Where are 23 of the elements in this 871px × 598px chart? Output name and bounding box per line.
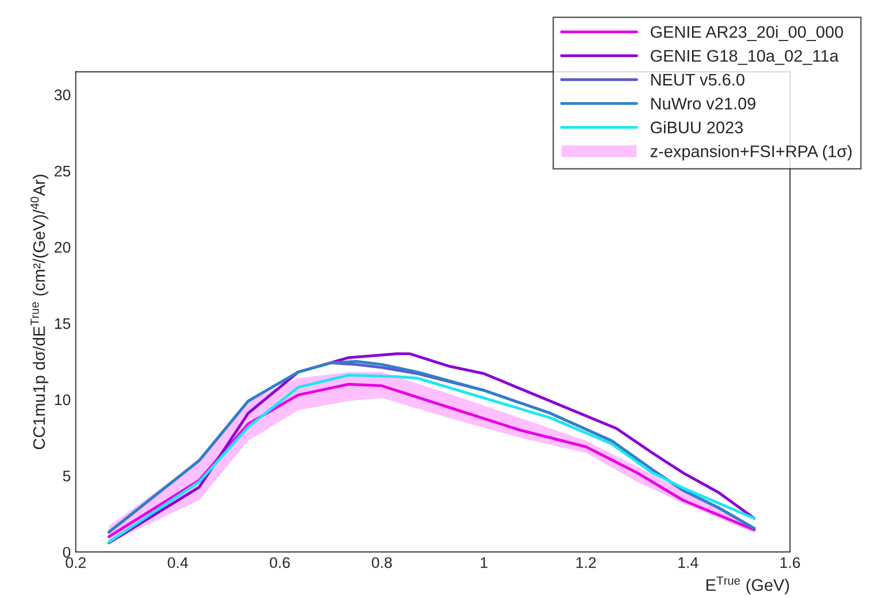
legend-label: NEUT v5.6.0 bbox=[651, 74, 744, 86]
x-tick-label: 0.6 bbox=[270, 557, 290, 568]
y-tick-label: 30 bbox=[54, 89, 70, 100]
y-tick-label: 5 bbox=[63, 470, 70, 482]
x-tick-label: 0.8 bbox=[372, 557, 392, 568]
legend-label: GENIE G18_10a_02_11a bbox=[650, 50, 839, 65]
legend-label: GiBUU 2023 bbox=[650, 121, 743, 134]
y-tick-label: 20 bbox=[54, 242, 70, 253]
x-tick-label: 1.4 bbox=[678, 557, 698, 568]
legend-label: NuWro v21.09 bbox=[651, 98, 756, 110]
x-tick-label: 1 bbox=[480, 557, 488, 568]
legend-label: z-expansion+FSI+RPA (1σ) bbox=[650, 144, 852, 161]
x-tick-label: 0.2 bbox=[66, 557, 86, 568]
x-axis-title: E$^{True}$ (GeV) bbox=[706, 576, 789, 594]
y-tick-label: 0 bbox=[63, 546, 70, 558]
y-tick-label: 25 bbox=[54, 166, 70, 177]
legend-label: GENIE AR23_20i_00_000 bbox=[650, 26, 843, 42]
x-tick-label: 0.4 bbox=[168, 557, 188, 568]
x-tick-label: 1.2 bbox=[576, 557, 596, 568]
y-tick-label: 15 bbox=[55, 318, 70, 329]
y-axis-title: CC1mu1p dσ/dE$^{True}$ (cm²/(GeV)/$^{40}$Ar) bbox=[30, 174, 48, 450]
x-tick-label: 1.6 bbox=[780, 557, 800, 568]
y-tick-label: 10 bbox=[55, 394, 70, 406]
